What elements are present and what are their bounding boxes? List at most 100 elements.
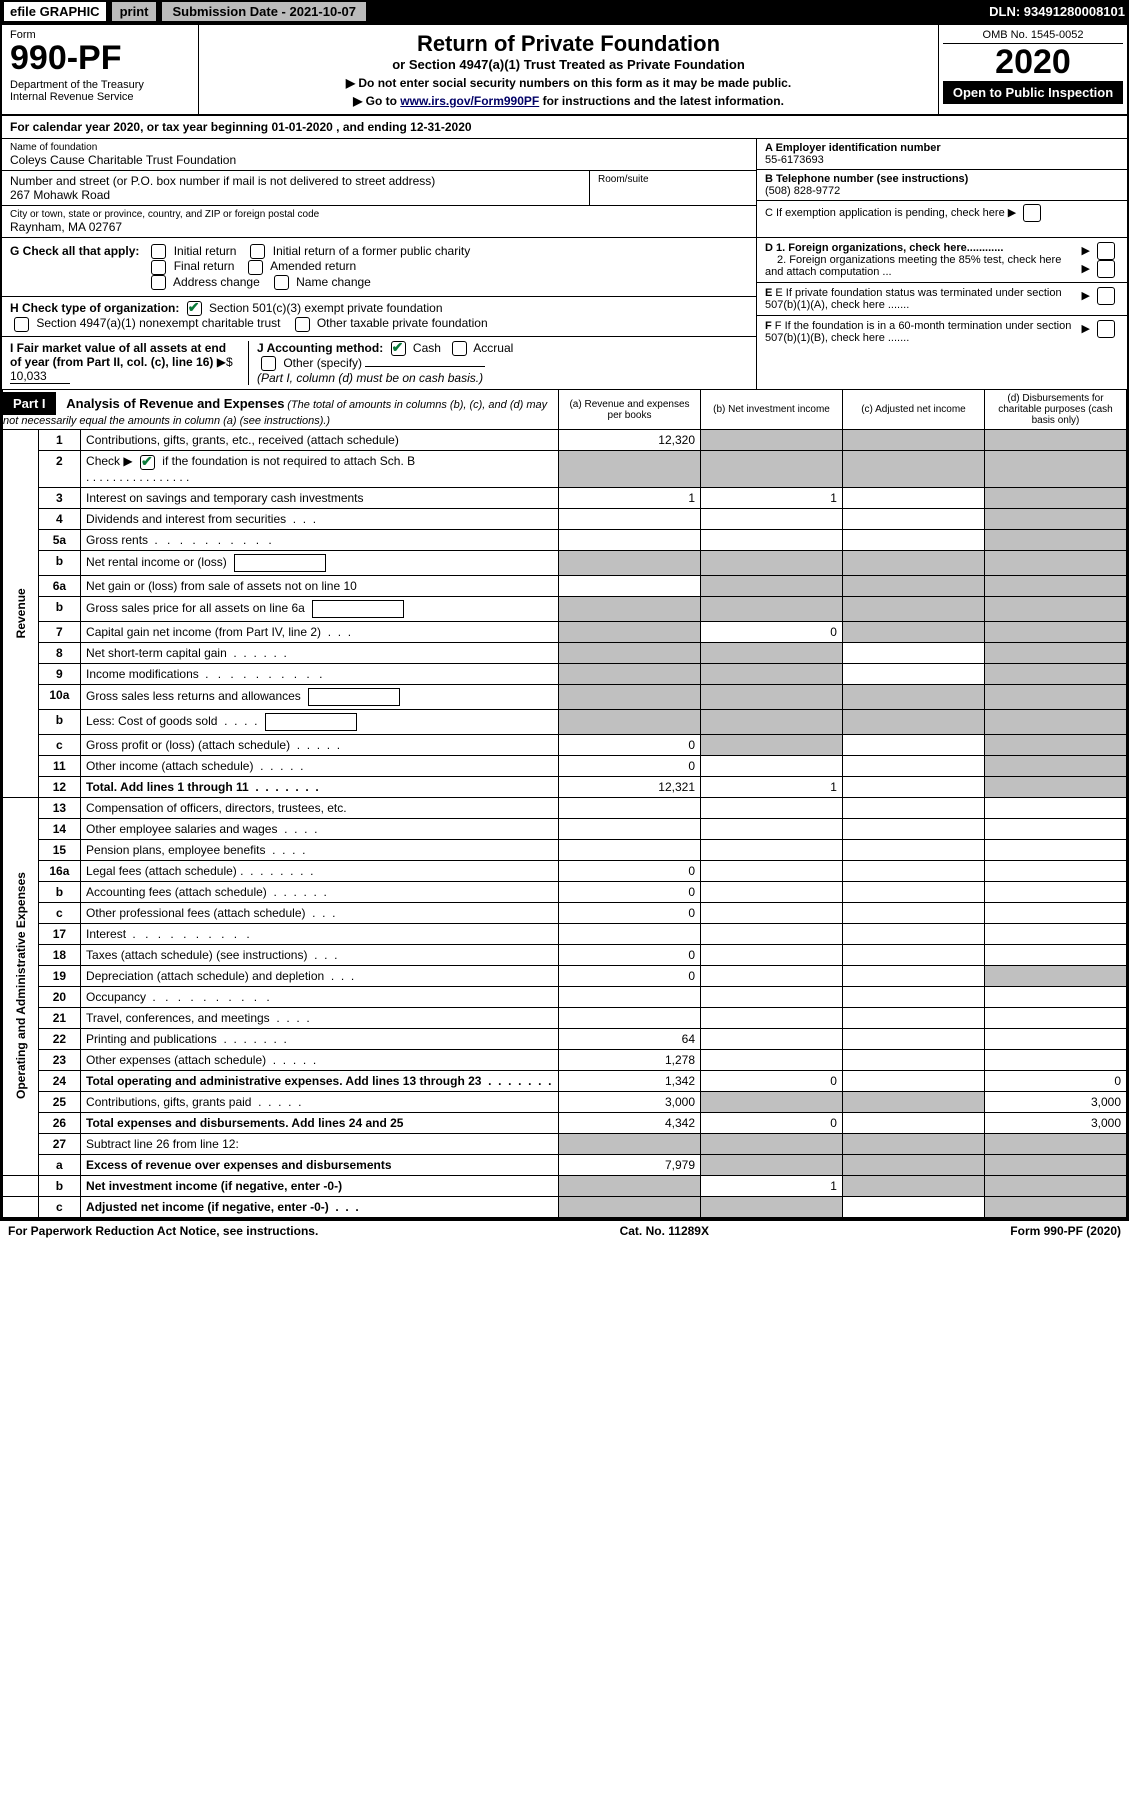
h-opt2: Section 4947(a)(1) nonexempt charitable … (36, 316, 280, 330)
row-11: 11Other income (attach schedule) . . . .… (3, 755, 1127, 776)
d1-label: D 1. Foreign organizations, check here..… (765, 242, 1003, 254)
g-opt-2: Final return (174, 259, 235, 273)
row-17: 17Interest (3, 923, 1127, 944)
e-checkbox[interactable] (1097, 287, 1115, 305)
c-checkbox[interactable] (1023, 204, 1041, 222)
omb-number: OMB No. 1545-0052 (943, 29, 1123, 44)
h-other-checkbox[interactable] (295, 317, 310, 332)
foundation-name: Coleys Cause Charitable Trust Foundation (10, 153, 748, 167)
row-6a: 6aNet gain or (loss) from sale of assets… (3, 575, 1127, 596)
city-label: City or town, state or province, country… (10, 209, 748, 220)
j-opt2: Accrual (473, 341, 513, 355)
phone-value: (508) 828-9772 (765, 185, 1119, 197)
g-opt-3: Amended return (270, 259, 356, 273)
i-arrow: ▶$ (217, 355, 233, 369)
row-5b: bNet rental income or (loss) (3, 550, 1127, 575)
g-name-change-checkbox[interactable] (274, 275, 289, 290)
g-initial-former-checkbox[interactable] (250, 244, 265, 259)
f-label: F If the foundation is in a 60-month ter… (765, 320, 1071, 344)
dln: DLN: 93491280008101 (989, 4, 1125, 19)
tax-year: 2020 (943, 44, 1123, 81)
j-note: (Part I, column (d) must be on cash basi… (257, 371, 483, 385)
j-opt3: Other (specify) (283, 356, 362, 370)
efile-label: efile GRAPHIC (4, 2, 106, 21)
g-opt-4: Address change (173, 275, 260, 289)
j-other-checkbox[interactable] (261, 356, 276, 371)
form-990pf: Form 990-PF Department of the TreasuryIn… (0, 23, 1129, 1220)
col-d-header: (d) Disbursements for charitable purpose… (984, 390, 1126, 430)
row-10b: bLess: Cost of goods sold . . . . (3, 709, 1127, 734)
row-22: 22Printing and publications . . . . . . … (3, 1028, 1127, 1049)
row-8: 8Net short-term capital gain . . . . . . (3, 642, 1127, 663)
print-link[interactable]: print (112, 2, 157, 21)
r2-schb-checkbox[interactable] (140, 455, 155, 470)
row-13: Operating and Administrative Expenses 13… (3, 797, 1127, 818)
row-20: 20Occupancy (3, 986, 1127, 1007)
row-1: Revenue 1 Contributions, gifts, grants, … (3, 430, 1127, 451)
h-opt1: Section 501(c)(3) exempt private foundat… (209, 301, 442, 315)
g-initial-return-checkbox[interactable] (151, 244, 166, 259)
row-26: 26Total expenses and disbursements. Add … (3, 1112, 1127, 1133)
form-title: Return of Private Foundation (209, 31, 928, 57)
ein-label: A Employer identification number (765, 142, 1119, 154)
form-note1: ▶ Do not enter social security numbers o… (209, 76, 928, 90)
form-number: 990-PF (10, 41, 190, 75)
row-10a: 10aGross sales less returns and allowanc… (3, 684, 1127, 709)
row-14: 14Other employee salaries and wages . . … (3, 818, 1127, 839)
row-27b: bNet investment income (if negative, ent… (3, 1175, 1127, 1196)
e-label: E If private foundation status was termi… (765, 287, 1062, 311)
submission-date: Submission Date - 2021-10-07 (162, 2, 366, 21)
d2-label: 2. Foreign organizations meeting the 85%… (765, 254, 1061, 278)
g-opt-0: Initial return (174, 244, 237, 258)
i-label: I Fair market value of all assets at end… (10, 341, 226, 369)
g-row: G Check all that apply: Initial return I… (2, 238, 756, 297)
topbar: efile GRAPHIC print Submission Date - 20… (0, 0, 1129, 23)
part1-title: Analysis of Revenue and Expenses (66, 396, 284, 411)
note2-prefix: ▶ Go to (353, 94, 400, 108)
h-label: H Check type of organization: (10, 301, 179, 315)
form990pf-link[interactable]: www.irs.gov/Form990PF (400, 94, 539, 108)
h-4947-checkbox[interactable] (14, 317, 29, 332)
g-label: G Check all that apply: (10, 244, 139, 258)
open-public-badge: Open to Public Inspection (943, 81, 1123, 104)
name-label: Name of foundation (10, 142, 748, 153)
d2-checkbox[interactable] (1097, 260, 1115, 278)
footer-center: Cat. No. 11289X (620, 1224, 709, 1238)
row-7: 7Capital gain net income (from Part IV, … (3, 621, 1127, 642)
form-note2: ▶ Go to www.irs.gov/Form990PF for instru… (209, 94, 928, 108)
ein-value: 55-6173693 (765, 154, 1119, 166)
form-subtitle: or Section 4947(a)(1) Trust Treated as P… (209, 57, 928, 72)
row-5a: 5aGross rents (3, 529, 1127, 550)
j-opt1: Cash (413, 341, 441, 355)
j-accrual-checkbox[interactable] (452, 341, 467, 356)
g-amended-checkbox[interactable] (248, 260, 263, 275)
h-opt3: Other taxable private foundation (317, 316, 488, 330)
col-b-header: (b) Net investment income (701, 390, 843, 430)
row-15: 15Pension plans, employee benefits . . .… (3, 839, 1127, 860)
row-4: 4Dividends and interest from securities … (3, 508, 1127, 529)
footer-right: Form 990-PF (2020) (1010, 1224, 1121, 1238)
j-label: J Accounting method: (257, 341, 383, 355)
g-final-return-checkbox[interactable] (151, 260, 166, 275)
form-header: Form 990-PF Department of the TreasuryIn… (2, 25, 1127, 116)
row-9: 9Income modifications (3, 663, 1127, 684)
g-address-change-checkbox[interactable] (151, 275, 166, 290)
i-fmv-value: 10,033 (10, 369, 70, 384)
r2-suffix: if the foundation is not required to att… (159, 454, 415, 468)
addr-label: Number and street (or P.O. box number if… (10, 174, 581, 188)
footer: For Paperwork Reduction Act Notice, see … (0, 1220, 1129, 1241)
footer-left: For Paperwork Reduction Act Notice, see … (8, 1224, 318, 1238)
j-cash-checkbox[interactable] (391, 341, 406, 356)
row-3: 3Interest on savings and temporary cash … (3, 487, 1127, 508)
row-12: 12Total. Add lines 1 through 11 . . . . … (3, 776, 1127, 797)
row-21: 21Travel, conferences, and meetings . . … (3, 1007, 1127, 1028)
d1-checkbox[interactable] (1097, 242, 1115, 260)
row-27: 27Subtract line 26 from line 12: (3, 1133, 1127, 1154)
row-10c: cGross profit or (loss) (attach schedule… (3, 734, 1127, 755)
f-checkbox[interactable] (1097, 320, 1115, 338)
row-16b: bAccounting fees (attach schedule) . . .… (3, 881, 1127, 902)
g-opt-1: Initial return of a former public charit… (273, 244, 470, 258)
part1-label: Part I (3, 392, 56, 415)
h-501c3-checkbox[interactable] (187, 301, 202, 316)
row-2: 2 Check ▶ if the foundation is not requi… (3, 451, 1127, 487)
